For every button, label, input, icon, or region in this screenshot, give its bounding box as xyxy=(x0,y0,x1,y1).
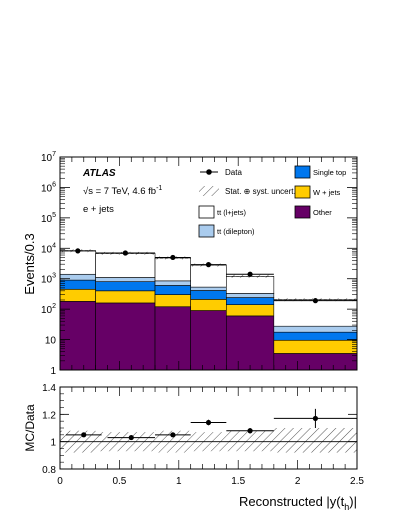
data-point-2 xyxy=(170,254,176,261)
bar-tt-dilepton--4 xyxy=(226,293,275,298)
ratio-band-bin-4 xyxy=(226,430,274,452)
bar-w-jets-2 xyxy=(154,294,191,308)
bar-tt-dilepton--2 xyxy=(154,280,191,286)
bar-tt-dilepton--0 xyxy=(60,273,96,281)
y-axis-label: Events/0.3 xyxy=(22,233,37,294)
legend-label-other: Other xyxy=(313,208,332,217)
bar-w-jets-1 xyxy=(95,290,156,304)
legend-label-single-top: Single top xyxy=(313,168,346,177)
bar-single-top-3 xyxy=(190,290,227,300)
x-tick-label-2: 1 xyxy=(176,476,182,487)
x-tick-label-1: 0.5 xyxy=(112,476,126,487)
main-frame xyxy=(59,156,358,371)
ratio-y-tick-label-2: 1.2 xyxy=(42,410,56,421)
ratio-uncertainty-band xyxy=(60,428,357,453)
bar-tt-l-jets--3 xyxy=(190,264,227,288)
main-histogram-panel: 1 10 102 103 104 105 106 107 xyxy=(41,151,358,377)
legend-item-data: Data xyxy=(200,168,242,177)
ratio-point-3 xyxy=(205,419,212,426)
y-tick-label-4: 104 xyxy=(41,242,56,255)
bar-tt-l-jets--4 xyxy=(226,276,275,294)
channel-label: e + jets xyxy=(83,204,114,215)
y-tick-label-5: 105 xyxy=(41,212,56,225)
ratio-band-bin-5 xyxy=(273,428,357,453)
atlas-label: ATLAS xyxy=(82,168,116,179)
bar-single-top-0 xyxy=(60,279,96,290)
bar-tt-l-jets--0 xyxy=(60,250,96,275)
bar-other-1 xyxy=(95,302,156,370)
data-point-4 xyxy=(247,271,253,277)
y-tick-label-7: 107 xyxy=(41,151,56,164)
bar-other-5 xyxy=(273,353,357,370)
ratio-point-4 xyxy=(247,428,253,434)
legend-item-ttbar-dilepton: tt (dilepton) xyxy=(198,224,255,238)
bar-tt-dilepton--3 xyxy=(190,286,227,291)
ratio-points xyxy=(65,408,357,441)
y-tick-label-6: 106 xyxy=(41,181,56,194)
x-tick-label-0: 0 xyxy=(57,476,63,487)
data-point-3 xyxy=(205,262,212,268)
bar-tt-l-jets--2 xyxy=(154,257,191,282)
legend-label-ttbar-ljets: tt (l+jets) xyxy=(217,208,246,217)
bar-single-top-2 xyxy=(154,285,191,295)
legend-item-uncert: Stat. ⊕ syst. uncert. xyxy=(199,186,296,196)
legend-label-ttbar-dilepton: tt (dilepton) xyxy=(217,227,255,236)
bar-w-jets-5 xyxy=(273,339,357,354)
legend-label-data: Data xyxy=(225,168,242,177)
y-tick-label-0: 1 xyxy=(50,366,56,377)
ratio-point-5 xyxy=(312,415,319,422)
legend-label-wjets: W + jets xyxy=(313,188,341,197)
bar-w-jets-3 xyxy=(190,299,227,311)
ratio-point-1 xyxy=(128,434,134,441)
legend-item-other: Other xyxy=(294,205,332,219)
x-tick-label-4: 2 xyxy=(295,476,301,487)
bar-other-0 xyxy=(60,301,96,370)
ratio-point-0 xyxy=(81,432,87,438)
bar-single-top-5 xyxy=(273,331,357,341)
x-tick-label-3: 1.5 xyxy=(231,476,245,487)
ratio-y-tick-label-3: 1.4 xyxy=(42,383,56,394)
bar-other-3 xyxy=(190,310,227,370)
y-tick-label-2: 102 xyxy=(41,303,56,316)
ratio-point-2 xyxy=(170,432,176,438)
energy-label: √s = 7 TeV, 4.6 fb-1 xyxy=(83,185,162,197)
bar-single-top-1 xyxy=(95,281,156,292)
data-points xyxy=(60,248,357,304)
ratio-y-tick-label-0: 0.8 xyxy=(42,465,56,476)
legend-item-wjets: W + jets xyxy=(294,185,341,199)
bar-other-4 xyxy=(226,315,275,370)
x-axis-label: Reconstructed |y(th)| xyxy=(239,494,357,512)
legend: Data Stat. ⊕ syst. uncert. tt (l+jets) t… xyxy=(198,165,346,238)
legend-label-uncert: Stat. ⊕ syst. uncert. xyxy=(225,187,296,196)
bar-other-2 xyxy=(154,306,191,370)
bar-tt-l-jets--5 xyxy=(273,299,357,327)
bar-tt-dilepton--5 xyxy=(273,325,357,333)
bar-single-top-4 xyxy=(226,297,275,305)
y-tick-label-1: 10 xyxy=(45,336,57,347)
data-point-1 xyxy=(122,250,128,256)
x-tick-label-5: 2.5 xyxy=(350,476,364,487)
ratio-y-axis-label: MC/Data xyxy=(23,404,37,452)
stacked-bars xyxy=(60,250,357,370)
bar-w-jets-0 xyxy=(60,288,96,302)
ratio-panel: 0.8 1 1.2 1.4 0 0.5 1 1.5 2 2.5 xyxy=(42,383,364,487)
legend-item-single-top: Single top xyxy=(294,165,346,179)
y-tick-label-3: 103 xyxy=(41,273,56,286)
data-point-0 xyxy=(75,248,81,254)
bar-tt-dilepton--1 xyxy=(95,277,156,282)
bar-tt-l-jets--1 xyxy=(95,253,156,278)
ratio-y-tick-label-1: 1 xyxy=(50,438,56,449)
data-point-5 xyxy=(312,298,319,304)
legend-item-ttbar-ljets: tt (l+jets) xyxy=(198,205,246,219)
bar-w-jets-4 xyxy=(226,304,275,317)
